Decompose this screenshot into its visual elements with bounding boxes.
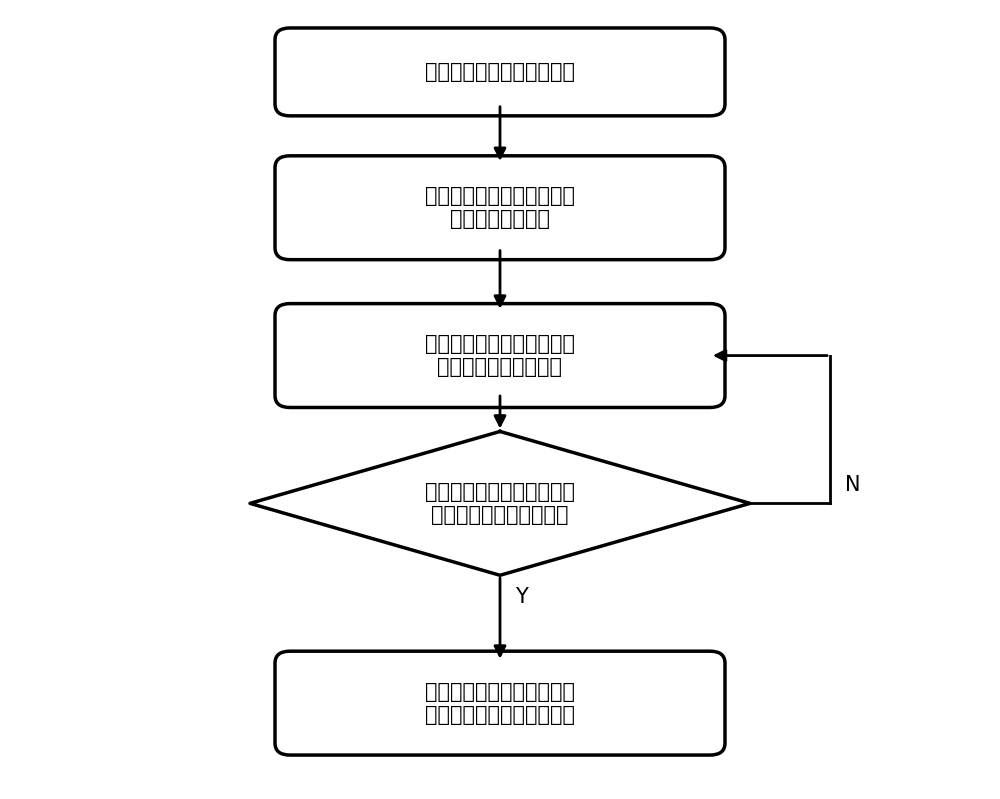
Text: 将通用控制模块与车载终端
功能模块建立通信连接: 将通用控制模块与车载终端 功能模块建立通信连接	[425, 334, 575, 377]
FancyBboxPatch shape	[275, 651, 725, 755]
Text: 判断通用控制模块的静默时
间是否超过预设时间间隔: 判断通用控制模块的静默时 间是否超过预设时间间隔	[425, 482, 575, 525]
FancyBboxPatch shape	[275, 28, 725, 116]
Text: Y: Y	[515, 587, 528, 607]
Polygon shape	[250, 431, 750, 575]
FancyBboxPatch shape	[275, 304, 725, 407]
Text: 获取车辆驾驶员的语音指令: 获取车辆驾驶员的语音指令	[425, 62, 575, 82]
Text: N: N	[845, 475, 860, 495]
Text: 将通用控制模块与默认车载
终端功能模块建立通信连接: 将通用控制模块与默认车载 终端功能模块建立通信连接	[425, 682, 575, 725]
FancyBboxPatch shape	[275, 156, 725, 260]
Text: 识别所述语音指令所对应的
车载终端功能模块: 识别所述语音指令所对应的 车载终端功能模块	[425, 186, 575, 229]
